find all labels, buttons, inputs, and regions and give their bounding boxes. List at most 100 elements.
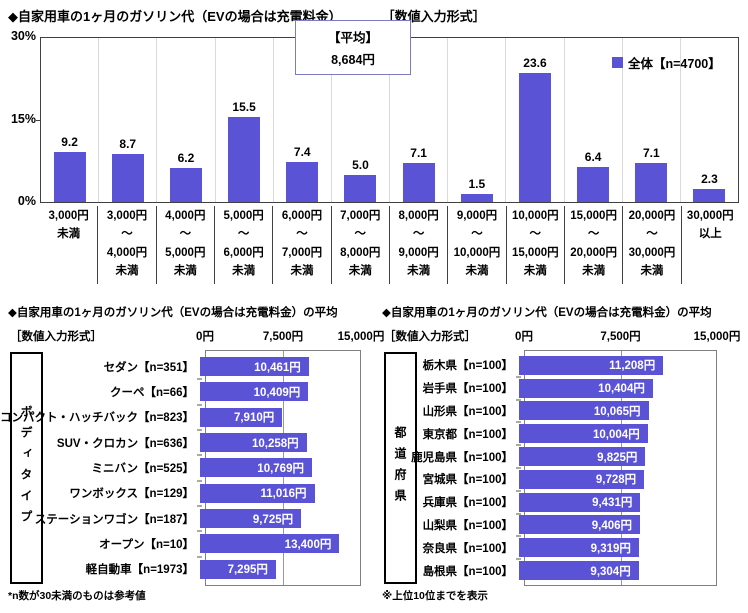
category-label-line: 未満	[215, 262, 272, 280]
bar	[403, 163, 435, 202]
bar-value-label: 7.4	[294, 145, 311, 159]
category-label-line: 7,000円	[273, 244, 330, 262]
bar-value-label: 9,728円	[596, 471, 636, 487]
hchart-title: ◆自家用車の1ヶ月のガソリン代（EVの場合は充電料金）の平均	[8, 304, 338, 320]
category-label-line: 未満	[448, 262, 505, 280]
legend-label: 全体【n=4700】	[628, 53, 721, 72]
bar-cell: 9,304円	[519, 559, 712, 582]
bar-cell: 10,461円	[200, 354, 356, 379]
top-chart-title-row: ◆自家用車の1ヶ月のガソリン代（EVの場合は充電料金） ［数値入力形式］	[8, 6, 486, 25]
table-row: コンパクト・ハッチバック【n=823】7,910円	[0, 405, 374, 430]
bar: 9,319円	[519, 538, 639, 557]
bar: 13,400円	[200, 534, 339, 553]
hchart-format-label: ［数値入力形式］	[384, 328, 476, 344]
bar: 10,258円	[200, 433, 307, 452]
bar-column: 1.5	[448, 38, 506, 202]
category-label-line: 9,000円	[448, 207, 505, 225]
bar-value-label: 2.3	[701, 172, 718, 186]
bar-value-label: 13,400円	[285, 536, 332, 552]
table-row: ワンボックス【n=129】11,016円	[0, 481, 374, 506]
bar-cell: 9,406円	[519, 514, 712, 537]
x-axis-category-label: 5,000円～6,000円未満	[215, 206, 273, 284]
bar: 10,065円	[519, 401, 649, 420]
bar: 7,910円	[200, 408, 282, 427]
table-row: 山形県【n=100】10,065円	[374, 400, 748, 423]
category-label-line: 6,000円	[215, 244, 272, 262]
bar-cell: 10,258円	[200, 430, 356, 455]
x-tick-0: 0円	[515, 328, 533, 344]
category-label-line: 未満	[40, 225, 97, 243]
category-label-line: 未満	[98, 262, 155, 280]
category-label-line: 未満	[565, 262, 622, 280]
table-row: 栃木県【n=100】11,208円	[374, 354, 748, 377]
category-label-line: 10,000円	[507, 207, 564, 225]
bar	[286, 162, 318, 202]
table-row: セダン【n=351】10,461円	[0, 354, 374, 379]
row-label: 岩手県【n=100】	[374, 380, 519, 396]
bar-cell: 7,910円	[200, 405, 356, 430]
bar	[228, 117, 260, 202]
bar-cell: 9,431円	[519, 491, 712, 514]
category-label-line: 20,000円	[623, 207, 680, 225]
x-axis-category-label: 7,000円～8,000円未満	[332, 206, 390, 284]
hchart-body: ボディタイプ セダン【n=351】10,461円クーペ【n=66】10,409円…	[0, 350, 374, 586]
x-axis-category-label: 6,000円～7,000円未満	[273, 206, 331, 284]
bar: 10,409円	[200, 382, 308, 401]
x-axis-category-label: 10,000円～15,000円未満	[507, 206, 565, 284]
bar: 9,728円	[519, 470, 644, 489]
category-label-line: ～	[215, 225, 272, 243]
bar	[112, 154, 144, 202]
x-axis-category-label: 20,000円～30,000円未満	[623, 206, 681, 284]
top-chart-title: ◆自家用車の1ヶ月のガソリン代（EVの場合は充電料金）	[8, 6, 342, 25]
bar	[170, 168, 202, 202]
row-label: 鹿児島県【n=100】	[374, 449, 519, 465]
category-label-line: 10,000円	[448, 244, 505, 262]
bar-cell: 10,404円	[519, 377, 712, 400]
category-label-line: ～	[157, 225, 214, 243]
table-row: SUV・クロカン【n=636】10,258円	[0, 430, 374, 455]
category-label-line: ～	[273, 225, 330, 243]
bar: 9,725円	[200, 509, 301, 528]
category-label-line: 3,000円	[40, 207, 97, 225]
x-axis-category-label: 4,000円～5,000円未満	[157, 206, 215, 284]
body-type-average-chart: ◆自家用車の1ヶ月のガソリン代（EVの場合は充電料金）の平均 ［数値入力形式］ …	[0, 300, 374, 613]
x-axis-category-label: 30,000円以上	[682, 206, 739, 284]
category-label-line: 6,000円	[273, 207, 330, 225]
bar-column: 23.6	[506, 38, 564, 202]
bar-cell: 9,319円	[519, 536, 712, 559]
row-label: 島根県【n=100】	[374, 563, 519, 579]
x-axis-category-labels: 3,000円未満3,000円～4,000円未満4,000円～5,000円未満5,…	[40, 206, 739, 284]
table-row: 東京都【n=100】 10,004円	[374, 422, 748, 445]
bar-value-label: 15.5	[232, 100, 255, 114]
category-label-line: 3,000円	[98, 207, 155, 225]
row-label: 奈良県【n=100】	[374, 540, 519, 556]
category-label-line: 15,000円	[507, 244, 564, 262]
bar: 10,461円	[200, 357, 309, 376]
category-label-line: ～	[448, 225, 505, 243]
bar-value-label: 10,409円	[254, 384, 301, 400]
hchart-rows: 栃木県【n=100】11,208円岩手県【n=100】10,404円山形県【n=…	[374, 350, 748, 586]
bar-value-label: 10,769円	[257, 460, 304, 476]
bar-cell: 9,725円	[200, 506, 356, 531]
category-label-line: 20,000円	[565, 244, 622, 262]
bar: 10,004円	[519, 424, 648, 443]
category-label-line: 7,000円	[332, 207, 389, 225]
category-label-line: 8,000円	[332, 244, 389, 262]
category-label-line: 30,000円	[623, 244, 680, 262]
bar-value-label: 9,431円	[592, 494, 632, 510]
bar-value-label: 9,319円	[591, 540, 631, 556]
legend: 全体【n=4700】	[612, 53, 721, 72]
x-axis-category-label: 8,000円～9,000円未満	[390, 206, 448, 284]
category-label-line: 8,000円	[390, 207, 447, 225]
category-label-line: 未満	[157, 262, 214, 280]
category-label-line: 9,000円	[390, 244, 447, 262]
category-label-line: ～	[390, 225, 447, 243]
bar: 7,295円	[200, 560, 276, 579]
category-label-line: ～	[623, 225, 680, 243]
prefecture-average-chart: ◆自家用車の1ヶ月のガソリン代（EVの場合は充電料金）の平均 ［数値入力形式］ …	[374, 300, 748, 613]
bar-value-label: 10,004円	[593, 426, 640, 442]
bar	[461, 194, 493, 202]
row-label: 東京都【n=100】	[374, 426, 519, 442]
y-axis-tick-15: 15%	[2, 112, 36, 126]
row-label: SUV・クロカン【n=636】	[0, 435, 200, 451]
